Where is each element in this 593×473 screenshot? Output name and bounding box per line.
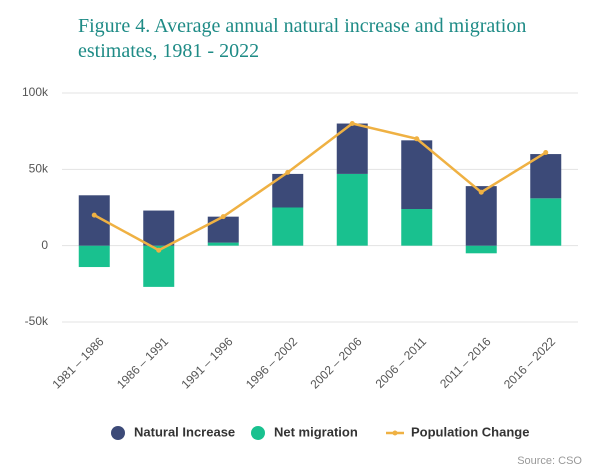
bar bbox=[401, 140, 433, 210]
chart-title: Figure 4. Average annual natural increas… bbox=[78, 15, 527, 62]
x-tick-label: 2002 – 2006 bbox=[308, 334, 365, 391]
line-point bbox=[349, 121, 355, 127]
bar bbox=[143, 210, 175, 246]
y-tick-label: 100k bbox=[22, 85, 49, 99]
bar bbox=[401, 209, 433, 246]
bar bbox=[272, 207, 304, 246]
legend-swatch bbox=[251, 426, 265, 440]
x-tick-label: 1986 – 1991 bbox=[114, 334, 171, 391]
bar bbox=[78, 245, 110, 268]
x-tick-label: 2006 – 2011 bbox=[373, 334, 430, 391]
line-point bbox=[414, 136, 420, 142]
bar bbox=[207, 242, 239, 246]
bar bbox=[465, 245, 497, 254]
x-tick-label: 1991 – 1996 bbox=[179, 334, 236, 391]
line-point bbox=[220, 214, 226, 220]
line-point bbox=[478, 189, 484, 195]
legend-label: Population Change bbox=[411, 424, 529, 439]
y-tick-label: 50k bbox=[29, 162, 49, 176]
x-tick-label: 2016 – 2022 bbox=[501, 334, 558, 391]
line-point bbox=[156, 247, 162, 253]
bar bbox=[465, 186, 497, 246]
legend-swatch bbox=[111, 426, 125, 440]
bar bbox=[207, 216, 239, 243]
line-point bbox=[543, 150, 549, 156]
legend-label: Natural Increase bbox=[134, 424, 235, 439]
legend: Natural Increase Net migration Population … bbox=[111, 424, 529, 440]
bar bbox=[530, 154, 562, 199]
line-point bbox=[285, 169, 291, 175]
y-tick-label: -50k bbox=[25, 314, 49, 328]
bar bbox=[336, 173, 368, 246]
source-note: Source: CSO bbox=[517, 455, 582, 467]
x-tick-label: 1981 – 1986 bbox=[50, 334, 107, 391]
bar bbox=[530, 198, 562, 246]
x-tick-label: 1996 – 2002 bbox=[243, 334, 300, 391]
line bbox=[93, 122, 547, 252]
x-tick-label: 2011 – 2016 bbox=[437, 334, 494, 391]
legend-swatch bbox=[392, 430, 398, 436]
line-point bbox=[91, 212, 97, 218]
legend-label: Net migration bbox=[274, 424, 358, 439]
y-tick-label: 0 bbox=[41, 238, 48, 252]
